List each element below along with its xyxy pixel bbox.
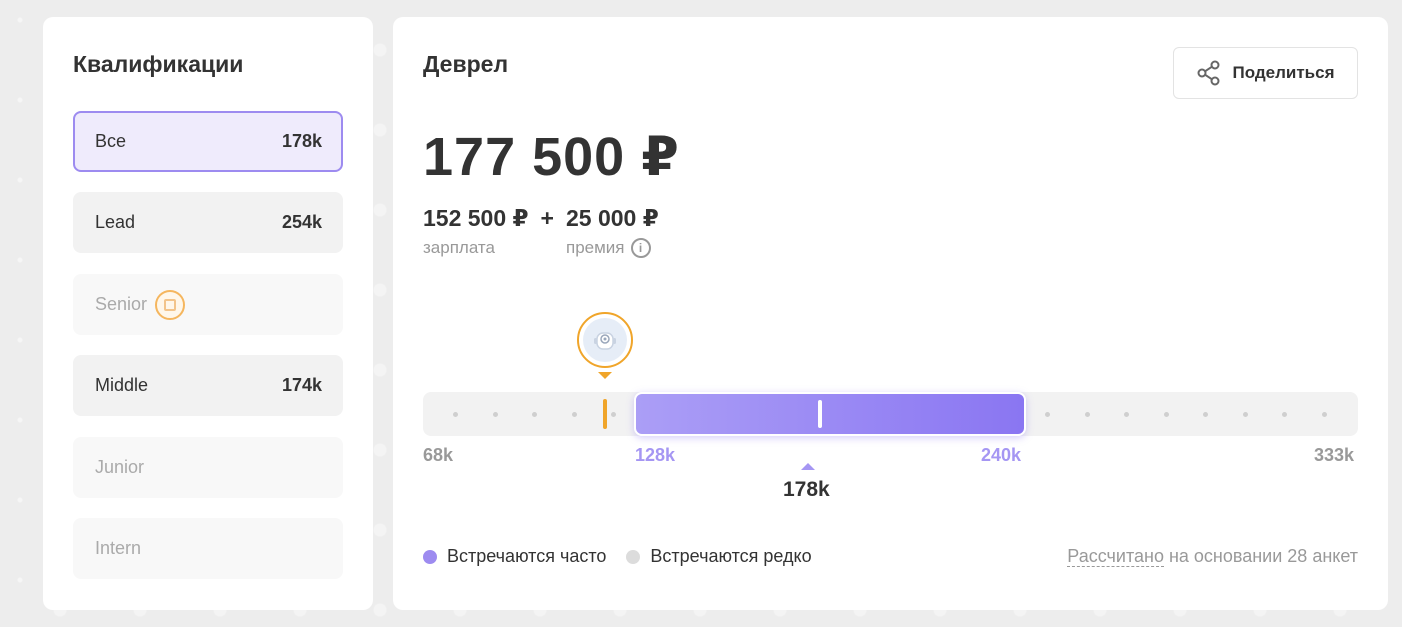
bonus-part: 25 000 ₽ премия i: [566, 205, 659, 258]
qual-item-senior[interactable]: Senior: [73, 274, 343, 335]
median-label: 178k: [783, 478, 830, 501]
rare-swatch: [626, 549, 641, 564]
bonus-amount: 25 000 ₽: [565, 205, 659, 231]
track-dot: [1322, 412, 1327, 417]
qual-item-label: Все: [95, 131, 127, 151]
qual-item-count: 254k: [281, 212, 322, 232]
track-dot: [1085, 412, 1090, 417]
qual-item-count: 174k: [281, 375, 322, 395]
locked-icon: [155, 289, 186, 320]
track-dot: [1243, 412, 1248, 417]
info-icon[interactable]: i: [630, 238, 651, 258]
track-dot: [453, 412, 458, 417]
qual-item-all[interactable]: Все 178k: [73, 111, 343, 172]
legend-frequent-label: Встречаются часто: [447, 546, 607, 566]
track-dot: [1282, 412, 1287, 417]
legend: Встречаются часто Встречаются редко: [423, 546, 832, 567]
qual-item-label: Junior: [95, 457, 145, 477]
share-icon: [1197, 60, 1220, 86]
legend-rare-label: Встречаются редко: [650, 546, 812, 566]
qual-item-intern[interactable]: Intern: [73, 518, 343, 579]
track-dot: [1164, 412, 1169, 417]
track-dot: [532, 412, 537, 417]
user-marker: [577, 312, 633, 368]
track-dot: [1203, 412, 1208, 417]
track-dot: [572, 412, 577, 417]
legend-frequent: Встречаются часто: [423, 546, 606, 567]
qual-item-middle[interactable]: Middle 174k: [73, 355, 343, 416]
salary-amount: 152 500 ₽: [423, 205, 529, 231]
role-title: Деврел: [423, 51, 509, 77]
share-button[interactable]: Поделиться: [1173, 47, 1358, 99]
range-min-label: 68k: [423, 445, 454, 465]
based-on-link[interactable]: Рассчитано: [1067, 546, 1164, 567]
range-high-label: 240k: [981, 445, 1022, 465]
qual-item-count: 178k: [281, 131, 322, 151]
qual-item-lead[interactable]: Lead 254k: [73, 192, 343, 253]
user-position-tick: [603, 399, 607, 429]
total-salary: 177 500 ₽: [423, 127, 680, 187]
track-dot: [493, 412, 498, 417]
frequent-swatch: [423, 549, 437, 564]
salary-part: 152 500 ₽ зарплата: [423, 205, 529, 258]
plus-sign: +: [540, 205, 554, 231]
share-label: Поделиться: [1232, 63, 1335, 82]
qual-item-junior[interactable]: Junior: [73, 437, 343, 498]
range-low-label: 128k: [635, 445, 676, 465]
based-on-note: Рассчитано на основании 28 анкет: [1067, 546, 1358, 567]
median-tick: [818, 400, 822, 428]
qualifications-panel: Квалификации Все 178k Lead 254k Senior M…: [43, 17, 373, 610]
qual-item-label: Middle: [95, 375, 149, 395]
track-dot: [1124, 412, 1129, 417]
qual-item-label: Intern: [95, 538, 142, 558]
range-max-label: 333k: [1314, 445, 1355, 465]
qual-item-label: Senior: [95, 294, 148, 314]
qual-item-label: Lead: [95, 212, 136, 232]
salary-panel: Деврел Поделиться 177 500 ₽ 152 500 ₽ за…: [393, 17, 1388, 610]
legend-rare: Встречаются редко: [626, 546, 812, 567]
user-marker-arrow: [598, 372, 612, 379]
based-on-text: на основании 28 анкет: [1163, 546, 1358, 566]
track-dot: [611, 412, 616, 417]
median-arrow-icon: [801, 463, 815, 470]
track-dot: [1045, 412, 1050, 417]
salary-range-track: [423, 392, 1358, 436]
salary-label: зарплата: [423, 238, 495, 257]
bonus-label: премия: [565, 238, 625, 257]
qualifications-title: Квалификации: [73, 51, 244, 77]
common-range-bar: [634, 392, 1026, 436]
robot-avatar-icon: [583, 318, 627, 362]
salary-breakdown: 152 500 ₽ зарплата + 25 000 ₽ премия i: [423, 205, 659, 258]
